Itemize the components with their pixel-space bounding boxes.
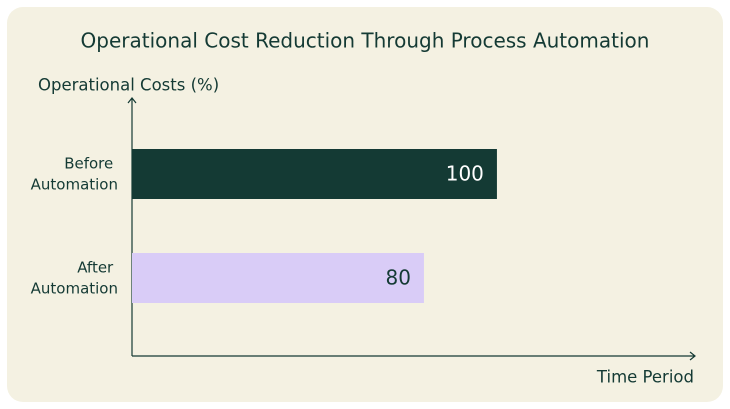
bar — [132, 253, 424, 303]
x-axis — [132, 351, 696, 361]
value-label: 80 — [385, 266, 410, 290]
y-axis — [127, 97, 137, 356]
card — [7, 7, 723, 402]
x-axis-label: Time Period — [596, 368, 694, 387]
y-axis-label: Operational Costs (%) — [38, 76, 219, 95]
y-tick-label: Before Automation — [31, 154, 118, 193]
bar — [132, 149, 497, 199]
chart-title: Operational Cost Reduction Through Proce… — [81, 29, 650, 53]
value-label: 100 — [446, 162, 484, 186]
y-tick-label: After Automation — [31, 258, 118, 297]
